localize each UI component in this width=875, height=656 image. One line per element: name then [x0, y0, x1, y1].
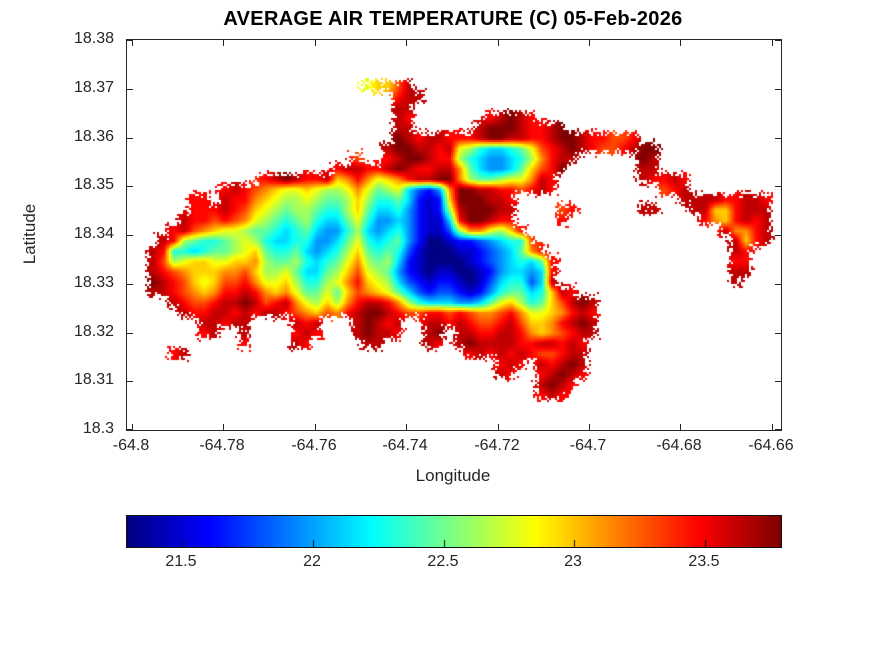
y-tick-mark [127, 138, 133, 139]
y-tick-mark [775, 333, 781, 334]
y-tick-label: 18.31 [73, 371, 114, 388]
x-tick-mark [406, 40, 407, 46]
x-tick-label: -64.72 [474, 437, 520, 454]
x-tick-mark [772, 40, 773, 46]
colorbar-tick-label: 23.5 [688, 553, 720, 570]
colorbar-tick-label: 22.5 [427, 553, 459, 570]
y-tick-mark [775, 40, 781, 41]
y-tick-mark [127, 89, 133, 90]
colorbar-gradient [127, 516, 781, 547]
y-tick-mark [127, 381, 133, 382]
x-tick-mark [498, 40, 499, 46]
y-tick-label: 18.36 [73, 128, 114, 145]
x-tick-mark [223, 40, 224, 46]
x-tick-label: -64.66 [748, 437, 794, 454]
y-axis-label: Latitude [20, 203, 39, 265]
y-tick-label: 18.35 [73, 176, 114, 193]
y-tick-mark [775, 381, 781, 382]
x-tick-label: -64.68 [656, 437, 702, 454]
x-tick-label: -64.8 [112, 437, 150, 454]
y-tick-label: 18.38 [73, 30, 114, 47]
x-axis-label: Longitude [415, 466, 491, 485]
y-tick-mark [127, 186, 133, 187]
plot-title: AVERAGE AIR TEMPERATURE (C) 05-Feb-2026 [223, 8, 683, 30]
plot-area [126, 39, 782, 431]
y-tick-mark [775, 429, 781, 430]
x-tick-mark [589, 40, 590, 46]
y-tick-mark [127, 284, 133, 285]
x-tick-label: -64.78 [199, 437, 245, 454]
colorbar-tick-label: 21.5 [165, 553, 197, 570]
x-tick-mark [406, 424, 407, 430]
x-tick-mark [315, 424, 316, 430]
x-tick-label: -64.74 [382, 437, 428, 454]
x-tick-mark [223, 424, 224, 430]
y-tick-mark [775, 89, 781, 90]
x-tick-mark [680, 40, 681, 46]
x-tick-mark [132, 40, 133, 46]
y-tick-mark [127, 333, 133, 334]
x-tick-mark [589, 424, 590, 430]
x-tick-mark [498, 424, 499, 430]
y-tick-mark [775, 235, 781, 236]
temperature-heatmap [127, 40, 781, 430]
y-tick-mark [775, 138, 781, 139]
y-tick-mark [127, 40, 133, 41]
y-tick-mark [775, 284, 781, 285]
x-tick-mark [772, 424, 773, 430]
colorbar-tick-label: 23 [564, 553, 582, 570]
y-tick-mark [775, 186, 781, 187]
y-tick-label: 18.33 [73, 274, 114, 291]
y-tick-label: 18.34 [73, 225, 114, 242]
y-tick-label: 18.37 [73, 79, 114, 96]
y-tick-label: 18.3 [82, 420, 114, 437]
x-tick-mark [680, 424, 681, 430]
x-tick-mark [132, 424, 133, 430]
y-tick-label: 18.32 [73, 323, 114, 340]
y-tick-mark [127, 429, 133, 430]
x-tick-mark [315, 40, 316, 46]
x-tick-label: -64.76 [291, 437, 337, 454]
colorbar-tick-label: 22 [303, 553, 321, 570]
colorbar [126, 515, 782, 548]
x-tick-label: -64.7 [569, 437, 607, 454]
y-tick-mark [127, 235, 133, 236]
